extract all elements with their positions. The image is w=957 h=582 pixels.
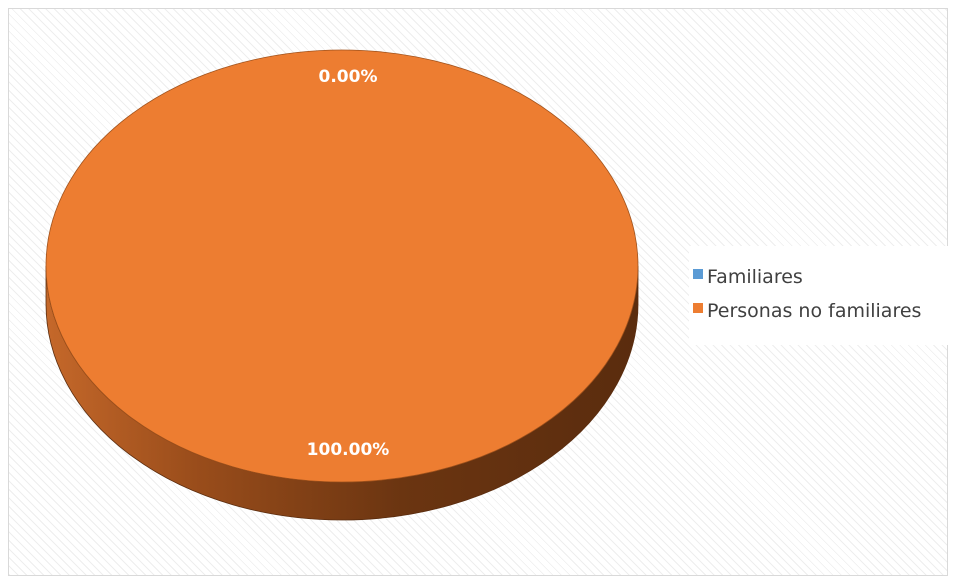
legend-label-personas-no-familiares: Personas no familiares: [707, 300, 922, 322]
data-label-personas-no-familiares: 100.00%: [307, 440, 390, 460]
data-label-familiares: 0.00%: [319, 67, 378, 87]
legend-swatch-personas-no-familiares: [693, 303, 703, 313]
legend-swatch-familiares: [693, 269, 703, 279]
pie-slice-personas-no-familiares: [45, 49, 639, 483]
legend-item-personas-no-familiares: Personas no familiares: [693, 294, 949, 328]
chart-legend: Familiares Personas no familiares: [689, 246, 949, 345]
legend-item-familiares: Familiares: [693, 260, 949, 294]
legend-label-familiares: Familiares: [707, 266, 803, 288]
